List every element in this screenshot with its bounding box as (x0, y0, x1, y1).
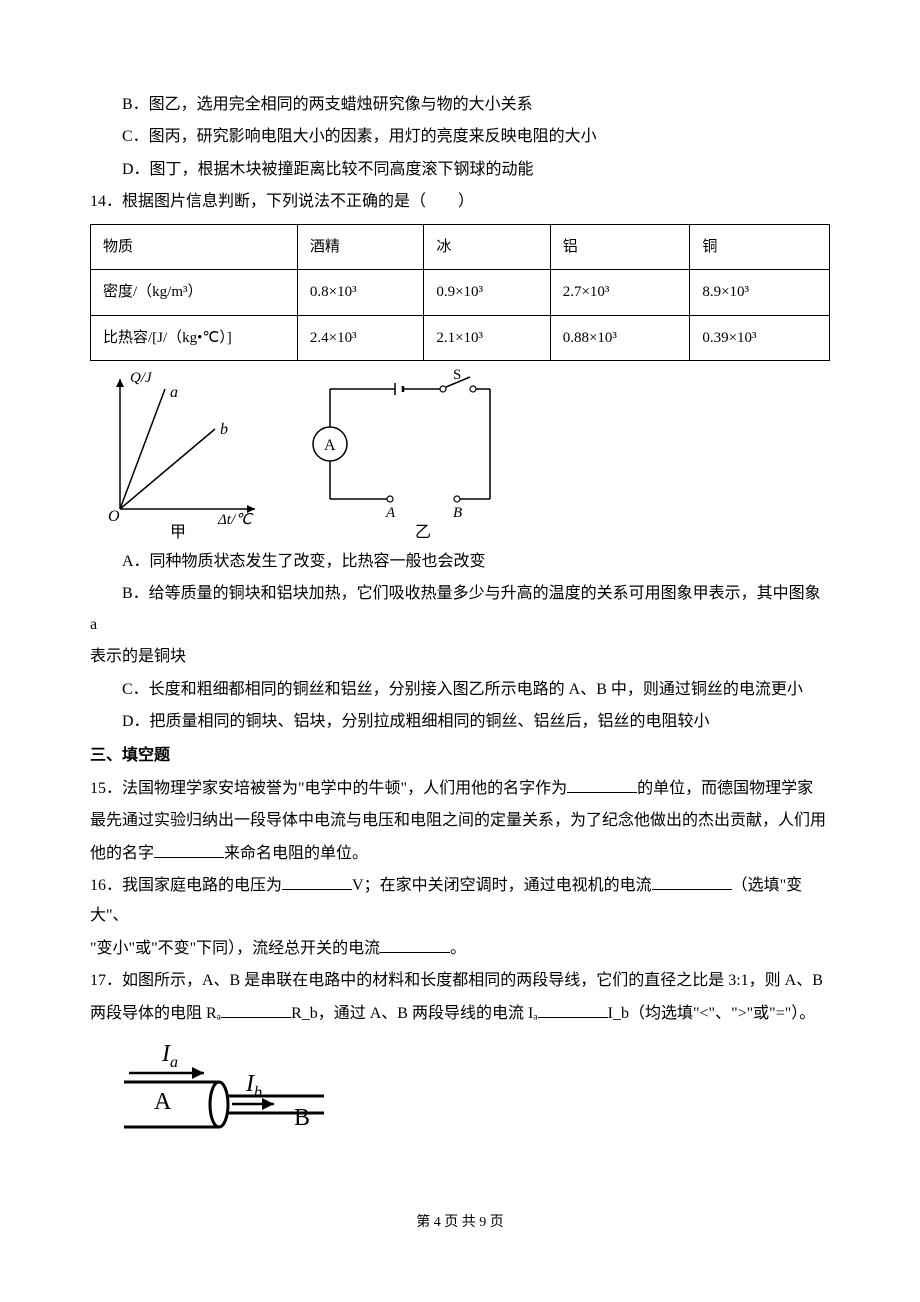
q16-text: V；在家中关闭空调时，通过电视机的电流 (352, 877, 652, 894)
blank (380, 935, 450, 953)
graph-jia-label: 甲 (170, 524, 186, 539)
q17-line1: 17．如图所示，A、B 是串联在电路中的材料和长度都相同的两段导线，它们的直径之… (90, 966, 830, 996)
q14-data-table: 物质 酒精 冰 铝 铜 密度/（kg/m³） 0.8×10³ 0.9×10³ 2… (90, 224, 830, 362)
footer-text: 第 (416, 1215, 434, 1230)
footer-text: 页 (486, 1215, 504, 1230)
footer-text: 页 共 (441, 1215, 480, 1230)
table-row: 密度/（kg/m³） 0.8×10³ 0.9×10³ 2.7×10³ 8.9×1… (91, 270, 830, 316)
q16-text: 16．我国家庭电路的电压为 (90, 877, 282, 894)
q16-text: 。 (450, 940, 466, 957)
q13-option-d: D．图丁，根据木块被撞距离比较不同高度滚下钢球的动能 (90, 155, 830, 185)
q17-text: I_b（均选填"<"、">"或"="）。 (608, 1005, 816, 1022)
cell: 0.9×10³ (424, 270, 550, 316)
q16-text: "变小"或"不变"下同），流经总开关的电流 (90, 940, 380, 957)
q15-line2: 最先通过实验归纳出一段导体中电流与电压和电阻之间的定量关系，为了纪念他做出的杰出… (90, 806, 830, 836)
blank (221, 1000, 291, 1018)
node-a-label: A (385, 505, 396, 521)
cell: 物质 (91, 224, 298, 270)
table-row: 物质 酒精 冰 铝 铜 (91, 224, 830, 270)
circuit-yi: S B A A 乙 (310, 369, 510, 539)
node-b-label: B (453, 505, 462, 521)
blank (538, 1000, 608, 1018)
q14-option-b2: 表示的是铜块 (90, 642, 830, 672)
blank (282, 872, 352, 890)
line-b-label: b (220, 421, 228, 438)
cell: 2.1×10³ (424, 315, 550, 361)
switch-label: S (453, 369, 461, 383)
blank (567, 775, 637, 793)
table-row: 比热容/[J/（kg•℃）] 2.4×10³ 2.1×10³ 0.88×10³ … (91, 315, 830, 361)
cell: 比热容/[J/（kg•℃）] (91, 315, 298, 361)
x-axis-label: Δt/℃ (217, 512, 254, 528)
cell: 铝 (550, 224, 690, 270)
a-label: A (154, 1089, 172, 1115)
q14-option-d: D．把质量相同的铜块、铝块，分别拉成粗细相同的铜丝、铝丝后，铝丝的电阻较小 (90, 707, 830, 737)
q14-diagrams: a b Q/J Δt/℃ O 甲 S B A A 乙 (100, 369, 830, 539)
q17-line2: 两段导体的电阻 Rₐ R_b，通过 A、B 两段导线的电流 Iₐ I_b（均选填"<… (90, 999, 830, 1029)
q15-line3: 他的名字 来命名电阻的单位。 (90, 839, 830, 869)
q15-text: 的单位，而德国物理学家 (637, 780, 813, 797)
q13-option-c: C．图丙，研究影响电阻大小的因素，用灯的亮度来反映电阻的大小 (90, 122, 830, 152)
b-label: B (294, 1105, 310, 1131)
y-axis-label: Q/J (130, 370, 153, 386)
cell: 0.8×10³ (297, 270, 423, 316)
cell: 冰 (424, 224, 550, 270)
blank (154, 840, 224, 858)
graph-jia: a b Q/J Δt/℃ O 甲 (100, 369, 270, 539)
cell: 8.9×10³ (690, 270, 830, 316)
q14-option-b1: B．给等质量的铜块和铝块加热，它们吸收热量多少与升高的温度的关系可用图象甲表示，… (90, 579, 830, 640)
cell: 密度/（kg/m³） (91, 270, 298, 316)
ammeter-label: A (324, 437, 336, 454)
footer-page: 4 (434, 1215, 441, 1230)
line-a-label: a (170, 384, 178, 401)
cell: 酒精 (297, 224, 423, 270)
q16-line1: 16．我国家庭电路的电压为V；在家中关闭空调时，通过电视机的电流（选填"变大"、 (90, 871, 830, 932)
q15-text: 15．法国物理学家安培被誉为"电学中的牛顿"，人们用他的名字作为 (90, 780, 567, 797)
cell: 0.39×10³ (690, 315, 830, 361)
q17-diagram: Ia A Ib B (114, 1039, 830, 1160)
cell: 0.88×10³ (550, 315, 690, 361)
blank (652, 872, 732, 890)
q14-option-c: C．长度和粗细都相同的铜丝和铝丝，分别接入图乙所示电路的 A、B 中，则通过铜丝… (90, 675, 830, 705)
q15-text: 他的名字 (90, 845, 154, 862)
q17-text: R_b，通过 A、B 两段导线的电流 Iₐ (291, 1005, 538, 1022)
q17-text: 两段导体的电阻 Rₐ (90, 1005, 221, 1022)
q16-line2: "变小"或"不变"下同），流经总开关的电流 。 (90, 934, 830, 964)
ia-label: Ia (161, 1041, 178, 1071)
cell: 2.4×10³ (297, 315, 423, 361)
q15-line1: 15．法国物理学家安培被誉为"电学中的牛顿"，人们用他的名字作为 的单位，而德国物… (90, 774, 830, 804)
cell: 铜 (690, 224, 830, 270)
section-3-heading: 三、填空题 (90, 741, 830, 771)
cell: 2.7×10³ (550, 270, 690, 316)
q14-stem: 14．根据图片信息判断，下列说法不正确的是（ ） (90, 187, 830, 217)
page-footer: 第 4 页 共 9 页 (90, 1210, 830, 1237)
origin-label: O (108, 508, 120, 525)
circuit-yi-label: 乙 (415, 524, 431, 539)
q14-option-a: A．同种物质状态发生了改变，比热容一般也会改变 (90, 547, 830, 577)
q13-option-b: B．图乙，选用完全相同的两支蜡烛研究像与物的大小关系 (90, 90, 830, 120)
q15-text: 来命名电阻的单位。 (224, 845, 368, 862)
